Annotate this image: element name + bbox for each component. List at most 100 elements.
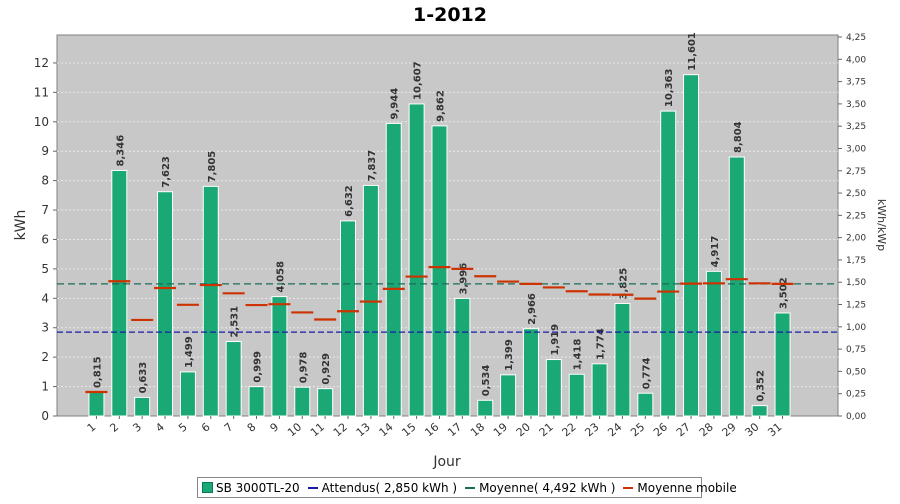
bar (202, 185, 219, 417)
bar (340, 220, 357, 417)
bar-value-label: 9,944 (390, 88, 401, 120)
x-tick-label: 11 (308, 420, 327, 439)
x-tick-label: 23 (582, 420, 601, 439)
legend-swatch-bar (202, 482, 213, 493)
x-tick-label: 9 (268, 420, 282, 434)
bar (500, 374, 517, 417)
bar (225, 341, 242, 417)
bar (294, 386, 311, 417)
y2-axis-label: kWh/kWp (875, 199, 888, 251)
y-tick-label: 4 (41, 291, 49, 305)
x-tick-label: 4 (153, 420, 167, 434)
y-tick-label: 11 (34, 85, 49, 99)
y2-tick-label: 3,25 (846, 122, 866, 132)
y2-tick-label: 2,50 (846, 189, 866, 199)
x-tick-label: 25 (628, 420, 647, 439)
bar-value-label: 0,774 (641, 358, 652, 390)
bar (111, 169, 128, 417)
bar (179, 371, 196, 417)
x-tick-label: 14 (377, 420, 396, 439)
bar-value-label: 0,978 (298, 352, 309, 384)
bar (545, 359, 562, 417)
legend-label-moving-average: Moyenne mobile (637, 480, 737, 495)
y2-tick-label: 0,25 (846, 390, 866, 400)
bar-value-label: 4,917 (710, 236, 721, 268)
bar (157, 191, 174, 417)
x-tick-label: 10 (285, 420, 304, 439)
legend-swatch-average (465, 486, 476, 489)
legend-swatch-moving-average (623, 486, 634, 489)
bar (568, 373, 585, 417)
bar (454, 297, 471, 417)
bar (660, 110, 677, 417)
bar-value-label: 3,996 (458, 263, 469, 295)
x-tick-label: 16 (422, 420, 441, 439)
y2-tick-label: 0,00 (846, 412, 866, 422)
x-tick-label: 26 (651, 420, 670, 439)
y-tick-label: 2 (41, 350, 49, 364)
bar (637, 392, 654, 417)
legend-swatch-expected (307, 486, 318, 489)
x-tick-label: 28 (697, 420, 716, 439)
bar-value-label: 1,774 (596, 328, 607, 360)
y2-tick-label: 1,25 (846, 301, 866, 311)
y2-tick-label: 1,50 (846, 278, 866, 288)
y2-tick-label: 1,00 (846, 323, 866, 333)
x-tick-label: 30 (743, 420, 762, 439)
bar (705, 270, 722, 417)
chart-title: 1-2012 (413, 4, 487, 26)
bar-value-label: 10,607 (413, 61, 424, 100)
y-axis-label: kWh (13, 210, 29, 241)
bar (431, 125, 448, 417)
bar-value-label: 7,623 (161, 156, 172, 188)
bar (477, 399, 494, 417)
bar (591, 363, 608, 417)
bar-value-label: 0,999 (253, 351, 264, 383)
bar-value-label: 1,399 (504, 339, 515, 371)
y-tick-label: 12 (34, 56, 49, 70)
y2-tick-label: 2,25 (846, 211, 866, 221)
x-tick-label: 15 (399, 420, 418, 439)
x-tick-label: 1 (85, 420, 99, 434)
bar-value-label: 7,837 (367, 150, 378, 182)
x-axis-label: Jour (432, 454, 461, 470)
x-tick-label: 24 (605, 420, 624, 439)
bar-value-label: 0,929 (321, 353, 332, 385)
bar (385, 122, 402, 417)
x-tick-label: 13 (354, 420, 373, 439)
bar-value-label: 2,966 (527, 293, 538, 325)
x-tick-label: 3 (130, 420, 144, 434)
x-tick-label: 31 (765, 420, 784, 439)
bar-value-label: 11,601 (687, 32, 698, 71)
bar-value-label: 1,499 (184, 336, 195, 368)
bar (522, 328, 539, 417)
bar (751, 405, 768, 417)
y2-tick-label: 4,00 (846, 55, 866, 65)
legend-item-series: SB 3000TL-20 (202, 481, 300, 495)
y2-tick-label: 4,25 (846, 33, 866, 43)
x-tick-label: 19 (491, 420, 510, 439)
y-tick-label: 9 (41, 144, 49, 158)
y2-tick-label: 3,75 (846, 78, 866, 88)
x-tick-label: 2 (108, 420, 122, 434)
y-tick-label: 0 (41, 409, 49, 423)
bar-value-label: 8,804 (733, 121, 744, 153)
y-tick-label: 7 (41, 203, 49, 217)
x-tick-label: 29 (720, 420, 739, 439)
y2-tick-label: 0,50 (846, 367, 866, 377)
y-tick-label: 3 (41, 321, 49, 335)
x-tick-label: 18 (468, 420, 487, 439)
x-tick-label: 27 (674, 420, 693, 439)
y-tick-label: 1 (41, 380, 49, 394)
y-tick-label: 5 (41, 262, 49, 276)
x-tick-label: 8 (245, 420, 259, 434)
y-tick-label: 6 (41, 232, 49, 246)
bar-value-label: 10,363 (664, 68, 675, 107)
bar (248, 386, 265, 417)
bar-value-label: 1,418 (573, 339, 584, 371)
x-tick-label: 20 (514, 420, 533, 439)
bar (408, 103, 425, 417)
bar-value-label: 3,502 (779, 277, 790, 309)
legend-label-expected: Attendus( 2,850 kWh ) (321, 480, 458, 495)
